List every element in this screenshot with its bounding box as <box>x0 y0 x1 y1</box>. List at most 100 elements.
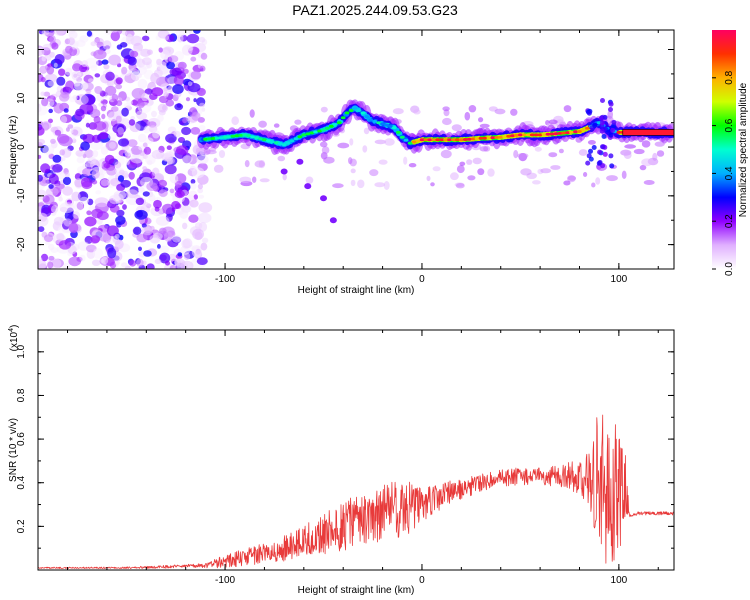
colorbar-gradient <box>712 30 736 269</box>
ridge-peak <box>490 136 496 140</box>
noise-blob <box>174 180 183 188</box>
ridge-peak <box>368 118 374 122</box>
ridge-peak <box>470 137 476 141</box>
noise-blob <box>48 184 54 189</box>
noise-blob <box>58 68 66 76</box>
noise-blob <box>146 263 155 269</box>
noise-blob <box>183 68 189 74</box>
noise-blob <box>90 41 97 47</box>
noise-blob <box>150 72 160 84</box>
faint-blob <box>432 166 441 172</box>
noise-blob <box>48 118 53 124</box>
noise-blob <box>62 51 67 56</box>
noise-blobs <box>38 30 666 269</box>
ridge-peak <box>581 128 586 132</box>
ridge-peak <box>388 124 393 128</box>
faint-blob <box>252 176 257 183</box>
noise-blob <box>51 204 59 214</box>
ridge-peak <box>494 136 500 139</box>
noise-blob <box>201 107 206 112</box>
noise-blob <box>171 67 182 77</box>
noise-blob <box>121 107 129 117</box>
ridge-peak <box>332 123 338 126</box>
noise-blob <box>38 174 43 182</box>
faint-blob <box>369 169 379 177</box>
faint-blob <box>540 168 552 174</box>
noise-blob <box>159 245 170 253</box>
ridge-peak <box>419 138 425 142</box>
noise-blob <box>128 171 135 180</box>
x-tick-label: 100 <box>611 575 628 586</box>
faint-blob <box>239 176 252 183</box>
noise-blob <box>193 30 201 34</box>
noise-blob <box>40 163 51 174</box>
ridge-peak <box>466 137 472 141</box>
ridge-peak <box>285 141 291 145</box>
noise-blob <box>138 145 145 151</box>
faint-blob <box>282 173 287 181</box>
ridge-peak <box>569 130 574 134</box>
chart-title: PAZ1.2025.244.09.53.G23 <box>292 2 458 18</box>
ridge-peak <box>616 130 622 134</box>
faint-blob <box>464 111 471 121</box>
noise-blob <box>122 204 127 210</box>
ridge-peak <box>321 128 326 132</box>
noise-blob <box>76 39 86 48</box>
ridge-spread <box>608 153 614 159</box>
noise-blob <box>162 70 169 77</box>
spectrogram-y-ticks: -20 -10 0 10 20 <box>16 44 674 270</box>
noise-blob <box>198 125 206 131</box>
noise-blob <box>60 157 66 161</box>
noise-blob <box>190 126 201 135</box>
noise-blob <box>134 209 148 220</box>
noise-blob <box>43 234 54 242</box>
noise-blob <box>191 246 202 258</box>
noise-blob <box>165 260 170 266</box>
noise-blob <box>165 133 177 143</box>
faint-blob <box>319 141 328 148</box>
noise-blob <box>79 254 86 262</box>
noise-blob <box>138 133 147 143</box>
noise-blob <box>101 256 109 265</box>
noise-blob <box>81 181 93 190</box>
faint-blob <box>513 150 519 159</box>
noise-blob <box>103 64 110 70</box>
noise-blob <box>176 145 189 156</box>
noise-blob <box>49 35 56 43</box>
faint-blob <box>467 175 476 181</box>
noise-blob <box>128 119 136 126</box>
noise-blob <box>146 49 153 55</box>
isolated-blob <box>296 158 304 165</box>
ridge-peak <box>289 139 295 143</box>
noise-blob <box>116 100 123 107</box>
noise-blob <box>47 261 54 269</box>
noise-blob <box>46 65 55 75</box>
faint-blob <box>357 179 365 189</box>
noise-blob <box>40 76 46 83</box>
noise-blob <box>190 179 196 184</box>
faint-blob <box>413 109 421 115</box>
noise-blob <box>58 135 73 147</box>
snr-x-axis-label: Height of straight line (km) <box>298 585 415 596</box>
noise-blob <box>201 237 209 244</box>
noise-blob <box>163 87 168 92</box>
noise-blob <box>95 190 102 195</box>
ridge-peak <box>498 135 504 139</box>
y-tick-label: 0 <box>16 144 27 150</box>
noise-blob <box>119 169 125 175</box>
noise-blob <box>73 80 89 92</box>
noise-blob <box>120 179 131 188</box>
noise-blob <box>182 155 193 164</box>
noise-blob <box>151 110 157 118</box>
noise-blob <box>56 76 66 86</box>
faint-blob <box>563 105 572 113</box>
ridge-peak <box>443 138 448 142</box>
ridge-peak <box>458 138 464 142</box>
faint-blob <box>440 149 452 159</box>
faint-blob <box>350 179 356 187</box>
noise-blob <box>158 227 167 235</box>
ridge-peak <box>502 135 508 139</box>
ridge-peak <box>269 140 275 144</box>
